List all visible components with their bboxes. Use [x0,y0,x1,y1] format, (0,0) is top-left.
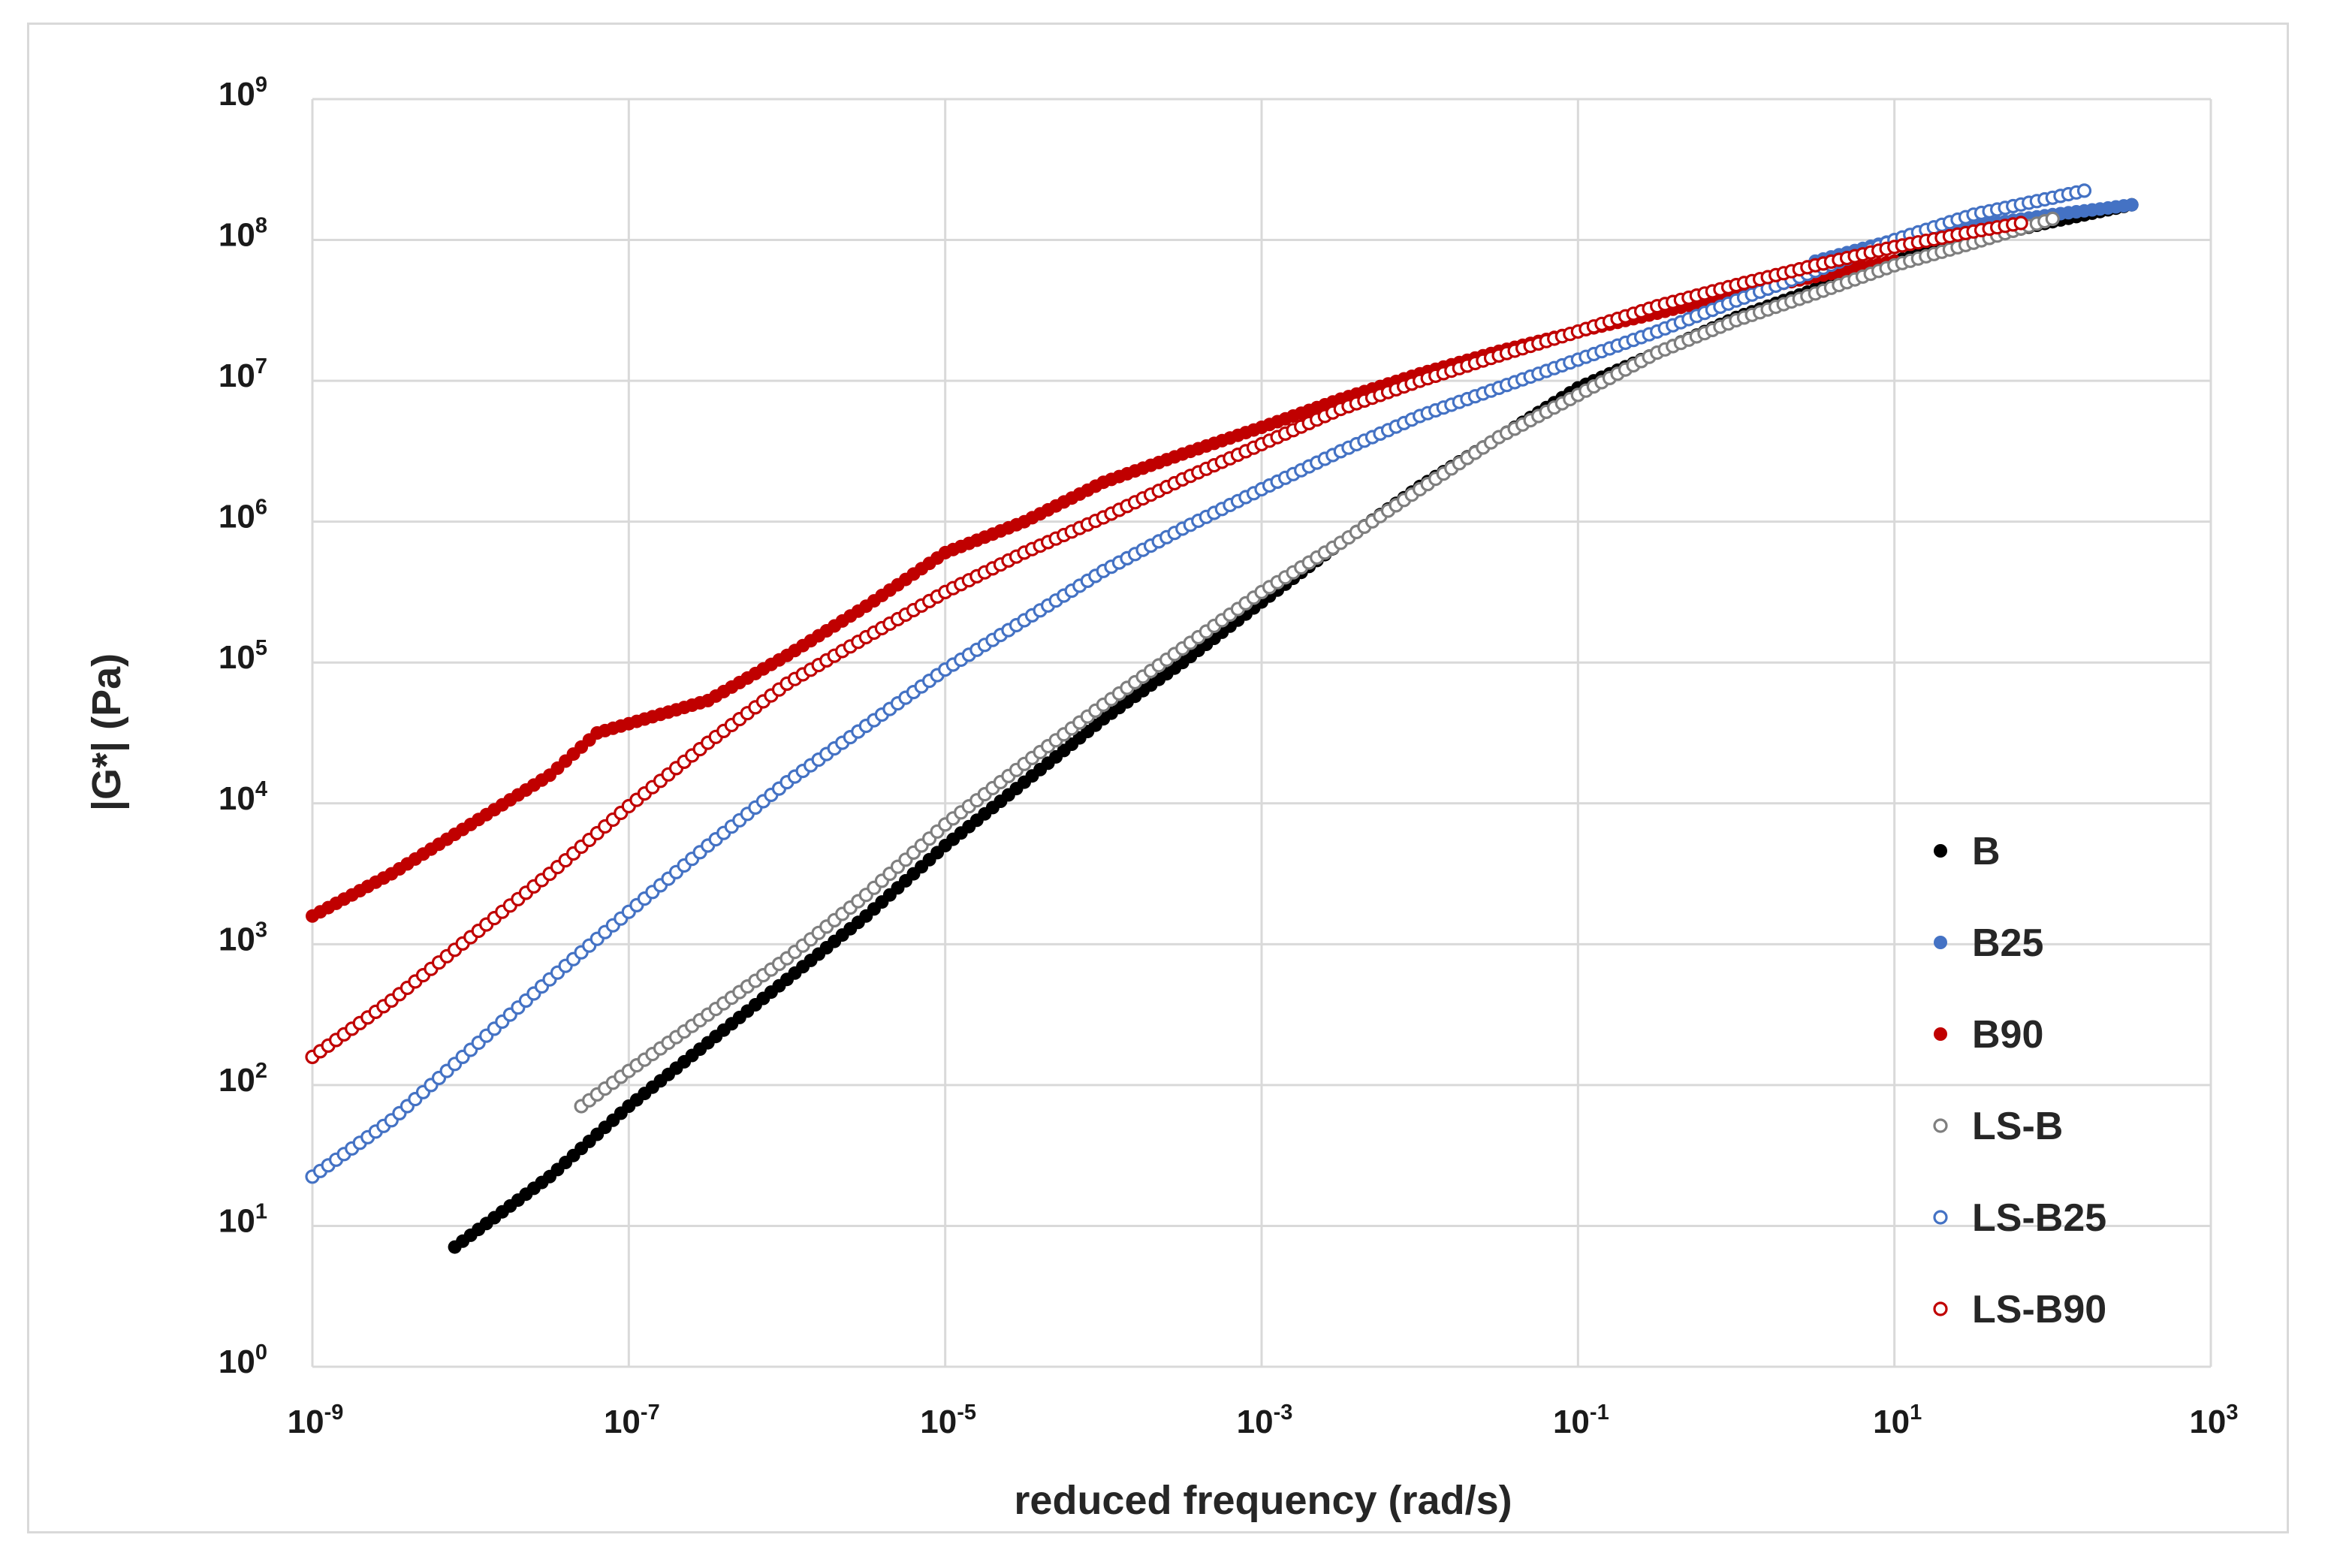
legend-marker [1934,936,1947,949]
data-points [305,183,2139,1254]
series-ls-b25 [305,183,2092,1184]
gridlines [311,98,2212,1368]
y-tick-label: 101 [219,1199,267,1239]
legend-marker [1934,844,1947,858]
data-point [2076,183,2092,198]
legend-marker [1933,1118,1948,1133]
y-tick-label: 102 [219,1059,267,1099]
y-tick-label: 108 [219,214,267,254]
legend-item-b90: B90 [1934,1013,2043,1057]
x-tick-label: 103 [2189,1401,2238,1440]
legend-item-ls-b: LS-B [1933,1105,2063,1148]
legend-label: LS-B [1972,1105,2063,1148]
data-point [2045,211,2060,226]
x-tick-labels: 10-9 10-7 10-5 10-3 10-1 101 103 [288,1401,2239,1440]
y-tick-label: 107 [219,354,267,394]
x-tick-label: 101 [1873,1401,1922,1440]
y-tick-label: 104 [219,777,267,817]
y-tick-label: 106 [219,496,267,535]
y-axis-title: |G*| (Pa) [84,653,130,811]
x-tick-label: 10-3 [1237,1401,1293,1440]
data-point [2013,216,2028,231]
y-tick-label: 105 [219,636,267,676]
x-tick-label: 10-7 [604,1401,660,1440]
legend-marker [1933,1210,1948,1225]
series-b [448,198,2139,1254]
legend-item-ls-b25: LS-B25 [1933,1196,2106,1240]
series-ls-b [574,211,2060,1114]
legend-label: LS-B25 [1972,1196,2106,1240]
y-tick-label: 103 [219,918,267,957]
legend-label: B90 [1972,1013,2043,1057]
legend: B B25 B90 LS-B LS-B25 LS-B90 [1933,830,2106,1331]
x-tick-label: 10-5 [920,1401,976,1440]
legend-marker [1934,1027,1947,1041]
x-tick-label: 10-1 [1553,1401,1609,1440]
data-point [2124,198,2139,212]
legend-item-b: B [1934,830,2001,873]
series-ls-b90 [305,216,2028,1065]
legend-label: B25 [1972,921,2043,965]
y-tick-label: 109 [219,73,267,113]
x-axis-title: reduced frequency (rad/s) [1014,1478,1512,1523]
y-tick-labels: 100 101 102 103 104 105 106 107 108 109 [219,73,267,1380]
y-tick-label: 100 [219,1340,267,1380]
x-tick-label: 10-9 [288,1401,344,1440]
legend-item-ls-b90: LS-B90 [1933,1288,2106,1331]
legend-label: B [1972,830,2001,873]
chart-frame [27,23,2289,1533]
legend-item-b25: B25 [1934,921,2043,965]
legend-marker [1933,1301,1948,1316]
legend-label: LS-B90 [1972,1288,2106,1331]
